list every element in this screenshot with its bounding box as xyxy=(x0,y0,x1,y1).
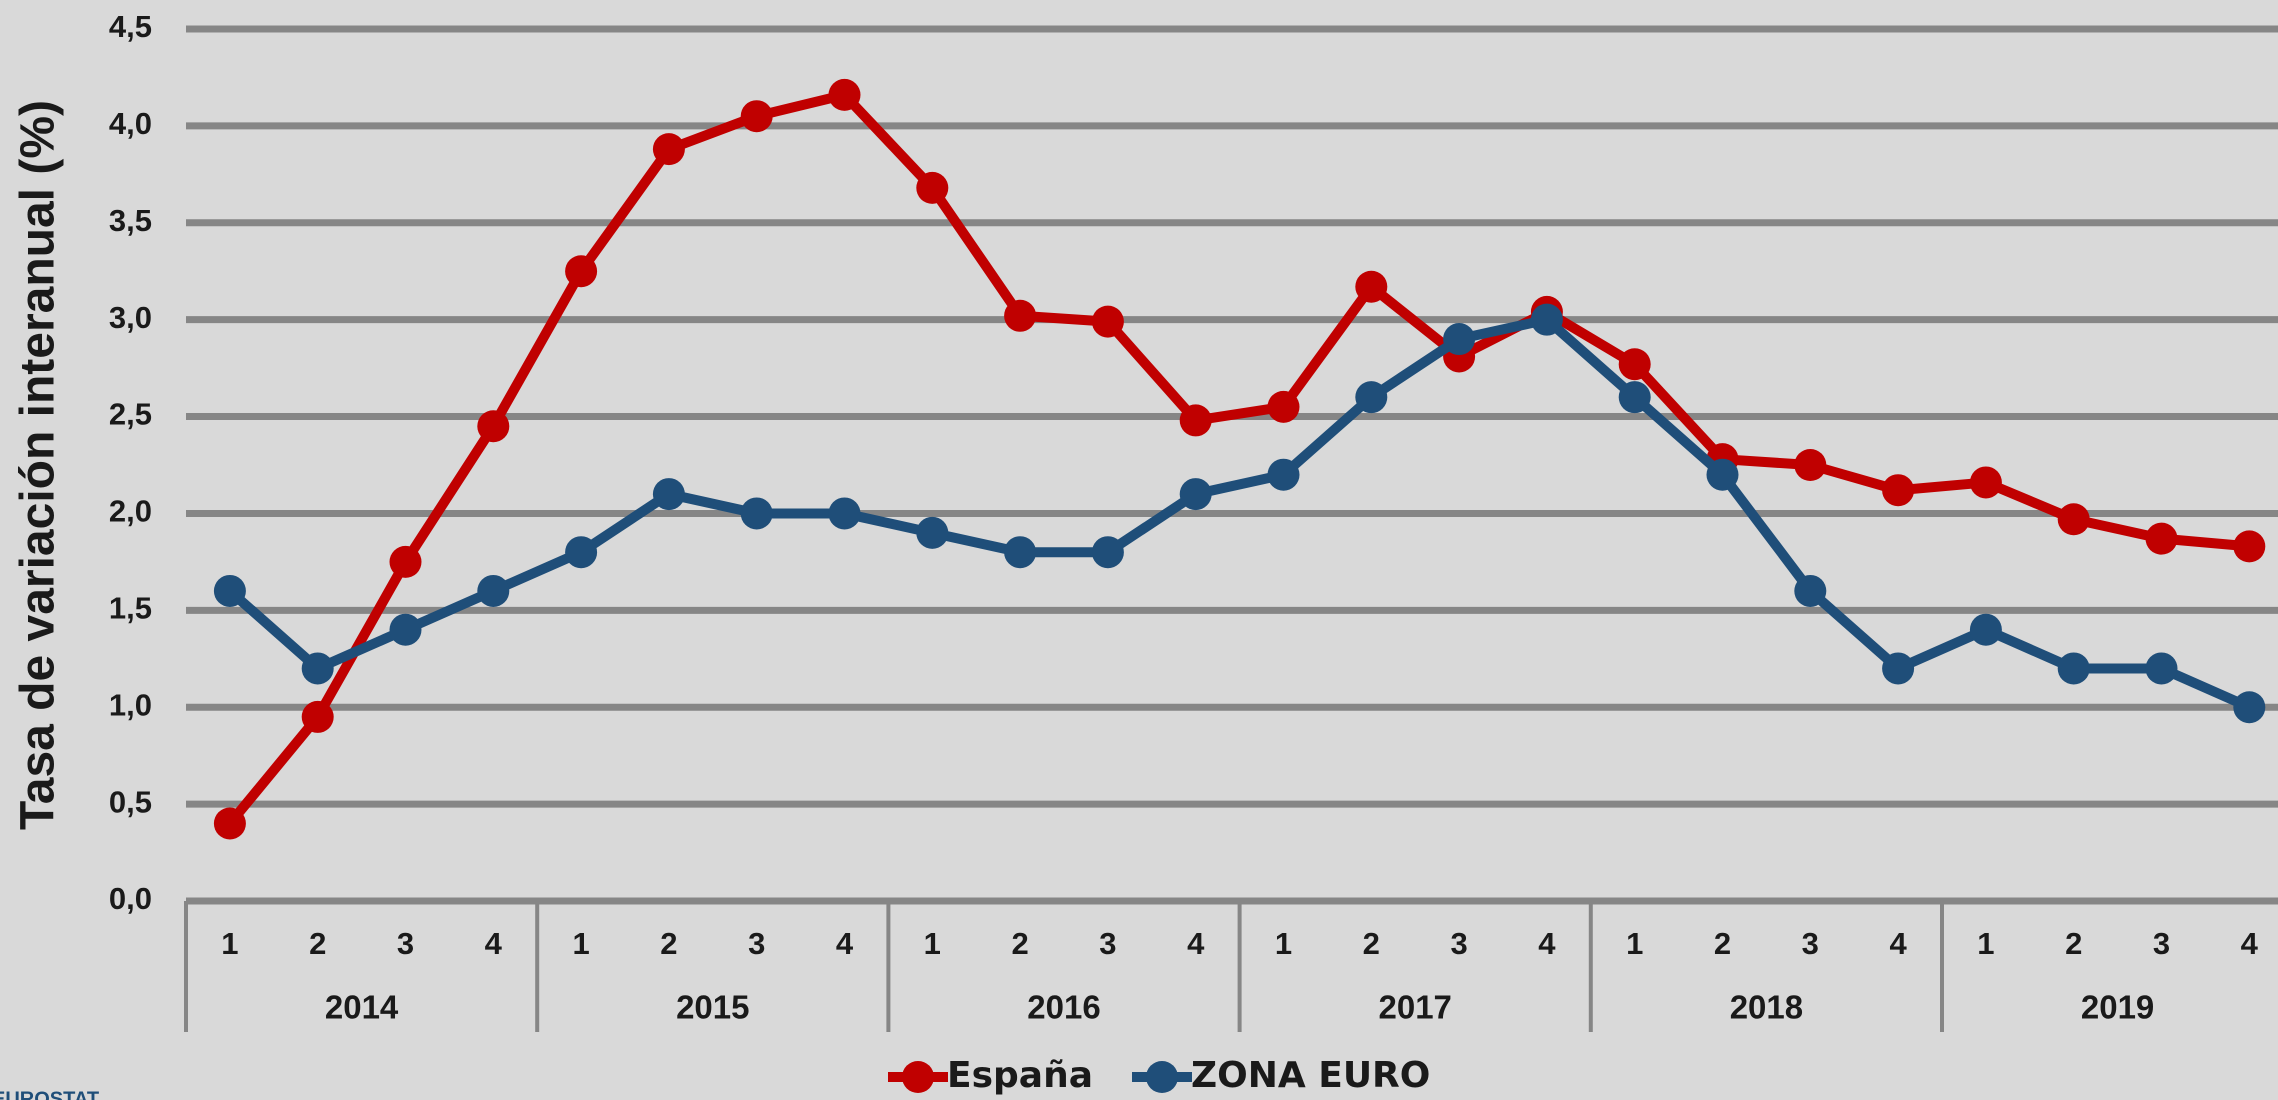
x-tick-label: 2 xyxy=(660,926,677,961)
x-tick-label: 3 xyxy=(1099,926,1116,961)
series-marker xyxy=(213,574,246,607)
series-marker xyxy=(652,133,685,166)
source: EUROSTAT xyxy=(0,1088,99,1100)
series-marker xyxy=(477,410,510,443)
x-tick-label: 1 xyxy=(1977,926,1994,961)
series-marker xyxy=(477,574,510,607)
series-marker xyxy=(389,545,422,578)
series-marker xyxy=(2145,522,2178,555)
legend-label: ZONA EURO xyxy=(1191,1055,1430,1096)
x-tick-label: 4 xyxy=(2241,926,2259,961)
series-marker xyxy=(2057,503,2090,536)
series-marker xyxy=(301,652,334,685)
x-tick-label: 3 xyxy=(2153,926,2170,961)
x-tick-label: 4 xyxy=(1187,926,1205,961)
series-marker xyxy=(1091,536,1124,569)
series-marker xyxy=(740,497,773,530)
y-tick-label: 2,5 xyxy=(109,397,152,432)
x-tick-label: 4 xyxy=(1538,926,1556,961)
y-axis-title: Tasa de variación interanual (%) xyxy=(12,100,65,830)
series-marker xyxy=(1004,299,1037,332)
y-tick-label: 4,0 xyxy=(109,106,152,141)
series-marker xyxy=(1355,270,1388,303)
x-tick-label: 2 xyxy=(2065,926,2082,961)
x-tick-label: 3 xyxy=(1450,926,1467,961)
series-marker xyxy=(652,478,685,511)
series-marker xyxy=(916,516,949,549)
y-tick-label: 1,5 xyxy=(109,591,152,626)
x-tick-label: 2 xyxy=(309,926,326,961)
y-tick-label: 3,0 xyxy=(109,300,152,335)
series-marker xyxy=(1969,466,2002,499)
legend-marker xyxy=(1146,1061,1178,1093)
y-tick-label: 0,0 xyxy=(109,881,152,916)
x-group-label: 2019 xyxy=(2081,989,2154,1026)
x-tick-label: 4 xyxy=(836,926,854,961)
y-tick-label: 2,0 xyxy=(109,494,152,529)
x-group-label: 2018 xyxy=(1730,989,1803,1026)
series-marker xyxy=(1355,381,1388,414)
series-marker xyxy=(1794,574,1827,607)
series-marker xyxy=(301,700,334,733)
series-marker xyxy=(1179,404,1212,437)
x-group-label: 2015 xyxy=(676,989,749,1026)
x-group-label: 2017 xyxy=(1378,989,1451,1026)
x-tick-label: 1 xyxy=(221,926,238,961)
series-marker xyxy=(1267,390,1300,423)
y-tick-label: 0,5 xyxy=(109,784,152,819)
y-tick-label: 3,5 xyxy=(109,203,152,238)
x-tick-label: 1 xyxy=(572,926,589,961)
series-marker xyxy=(2233,530,2266,563)
series-marker xyxy=(1179,478,1212,511)
x-tick-label: 3 xyxy=(748,926,765,961)
series-marker xyxy=(1618,381,1651,414)
series-marker xyxy=(916,171,949,204)
series-marker xyxy=(565,255,598,288)
series-marker xyxy=(828,78,861,111)
x-tick-label: 2 xyxy=(1714,926,1731,961)
series-marker xyxy=(1004,536,1037,569)
series-marker xyxy=(828,497,861,530)
series-marker xyxy=(1530,303,1563,336)
series-marker xyxy=(1443,323,1476,356)
legend-marker xyxy=(902,1061,934,1093)
series-marker xyxy=(740,100,773,133)
x-group-label: 2014 xyxy=(325,989,399,1026)
series-marker xyxy=(1882,652,1915,685)
series-marker xyxy=(2233,691,2266,724)
x-tick-label: 4 xyxy=(1889,926,1907,961)
series-marker xyxy=(1267,458,1300,491)
x-tick-label: 1 xyxy=(1275,926,1292,961)
legend-label: España xyxy=(947,1055,1093,1096)
series-marker xyxy=(2145,652,2178,685)
x-tick-label: 3 xyxy=(1802,926,1819,961)
series-marker xyxy=(1882,474,1915,507)
x-tick-label: 2 xyxy=(1363,926,1380,961)
y-tick-label: 4,5 xyxy=(109,9,152,44)
x-tick-label: 4 xyxy=(485,926,503,961)
x-group-label: 2016 xyxy=(1027,989,1100,1026)
series-marker xyxy=(389,613,422,646)
x-tick-label: 1 xyxy=(1626,926,1643,961)
series-marker xyxy=(213,807,246,840)
series-marker xyxy=(1706,458,1739,491)
x-tick-label: 2 xyxy=(1011,926,1028,961)
series-marker xyxy=(565,536,598,569)
series-marker xyxy=(2057,652,2090,685)
y-tick-label: 1,0 xyxy=(109,687,152,722)
series-marker xyxy=(1091,305,1124,338)
series-marker xyxy=(1969,613,2002,646)
x-tick-label: 3 xyxy=(397,926,414,961)
series-marker xyxy=(1618,348,1651,381)
x-tick-label: 1 xyxy=(924,926,941,961)
series-marker xyxy=(1794,449,1827,481)
